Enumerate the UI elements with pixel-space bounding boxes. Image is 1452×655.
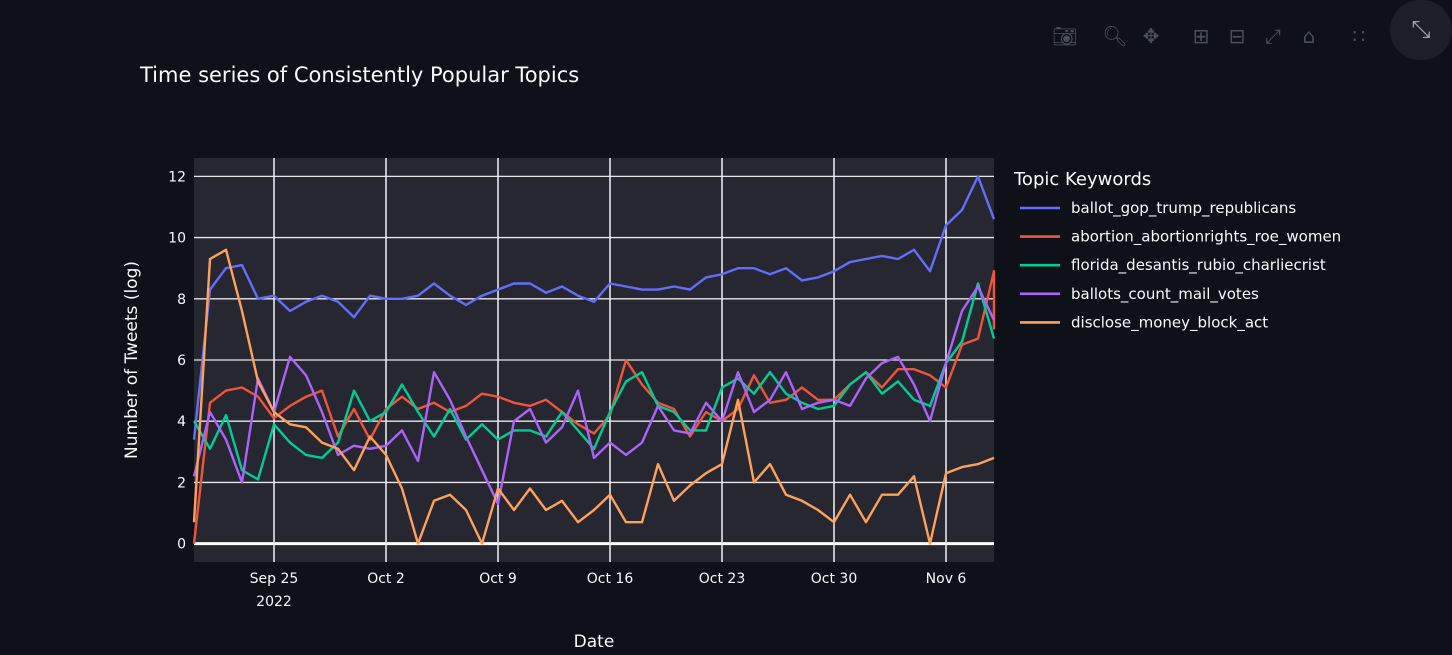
legend-label: abortion_abortionrights_roe_women	[1071, 228, 1341, 247]
legend-label: florida_desantis_rubio_charliecrist	[1071, 256, 1326, 275]
zoom-in-icon[interactable]: ⊞	[1188, 23, 1214, 49]
x-axis-label: Date	[574, 632, 615, 651]
legend-item-florida_desantis_rubio_charliecrist[interactable]: florida_desantis_rubio_charliecrist	[1020, 256, 1326, 275]
legend-item-ballots_count_mail_votes[interactable]: ballots_count_mail_votes	[1020, 285, 1259, 304]
x-tick-label: Oct 2	[367, 571, 405, 587]
y-tick-label: 6	[177, 353, 186, 369]
x-tick-label: Sep 25	[250, 571, 299, 587]
y-tick-label: 10	[168, 231, 186, 247]
legend-item-abortion_abortionrights_roe_women[interactable]: abortion_abortionrights_roe_women	[1020, 228, 1341, 247]
reset-axes-icon[interactable]: ⌂	[1296, 23, 1322, 49]
y-tick-label: 0	[177, 537, 186, 553]
x-tick-label: Oct 30	[811, 571, 857, 587]
legend-label: ballot_gop_trump_republicans	[1071, 199, 1296, 218]
legend-item-ballot_gop_trump_republicans[interactable]: ballot_gop_trump_republicans	[1020, 199, 1296, 218]
legend-label: disclose_money_block_act	[1071, 313, 1268, 332]
plotly-logo-icon[interactable]: ∷	[1346, 23, 1372, 49]
y-tick-label: 2	[177, 475, 186, 491]
modebar: 📷︎ 🔍︎ ✥ ⊞ ⊟ ⤢ ⌂ ∷	[1052, 22, 1382, 50]
x-tick-label: Oct 23	[699, 571, 745, 587]
legend-title: Topic Keywords	[1013, 169, 1151, 190]
chart-title: Time series of Consistently Popular Topi…	[139, 63, 579, 87]
x-tick-label: Oct 9	[479, 571, 517, 587]
zoom-icon[interactable]: 🔍︎	[1102, 23, 1128, 49]
legend-item-disclose_money_block_act[interactable]: disclose_money_block_act	[1020, 313, 1268, 332]
legend-label: ballots_count_mail_votes	[1071, 285, 1259, 304]
y-tick-label: 4	[177, 414, 186, 430]
expand-icon[interactable]: ⤡	[1390, 0, 1452, 60]
y-tick-label: 12	[168, 169, 186, 185]
camera-icon[interactable]: 📷︎	[1052, 23, 1078, 49]
x-tick-label: Nov 6	[926, 571, 967, 587]
legend[interactable]: ballot_gop_trump_republicans abortion_abo…	[1020, 199, 1341, 332]
y-axis-label: Number of Tweets (log)	[122, 261, 142, 459]
x-tick-year-label: 2022	[256, 594, 292, 610]
x-tick-label: Oct 16	[587, 571, 634, 587]
pan-icon[interactable]: ✥	[1138, 23, 1164, 49]
autoscale-icon[interactable]: ⤢	[1260, 23, 1286, 49]
y-tick-label: 8	[177, 292, 186, 308]
zoom-out-icon[interactable]: ⊟	[1224, 23, 1250, 49]
